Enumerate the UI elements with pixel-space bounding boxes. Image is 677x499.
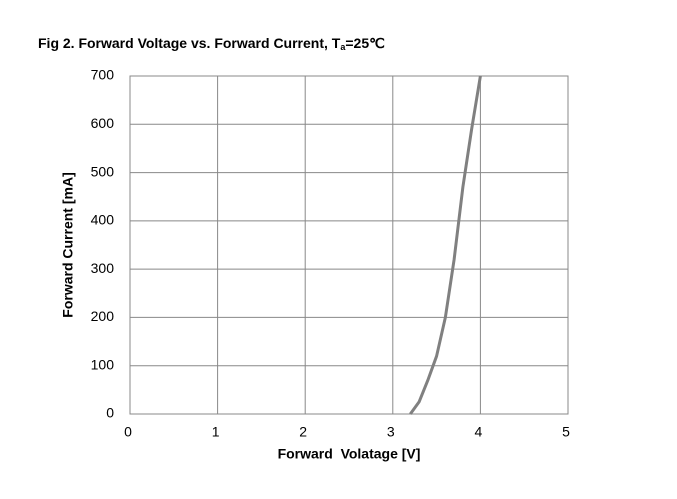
y-tick-label: 700 — [91, 67, 115, 83]
title-main: Fig 2. Forward Voltage vs. Forward Curre… — [38, 35, 341, 51]
x-tick-label: 1 — [212, 424, 220, 440]
x-tick-label: 4 — [475, 424, 483, 440]
y-tick-label: 500 — [91, 163, 115, 179]
y-axis-label: Forward Current [mA] — [60, 172, 76, 317]
data-line — [409, 75, 482, 415]
x-axis-label: Forward Volatage [V] — [278, 446, 421, 462]
y-tick-label: 0 — [106, 405, 114, 421]
x-tick-label: 0 — [124, 424, 132, 440]
title-suffix: =25℃ — [345, 35, 385, 51]
plot-border — [129, 75, 569, 415]
y-tick-label: 100 — [91, 356, 115, 372]
x-tick-label: 5 — [562, 424, 570, 440]
chart-title: Fig 2. Forward Voltage vs. Forward Curre… — [38, 35, 385, 53]
y-tick-label: 200 — [91, 308, 115, 324]
x-tick-label: 3 — [387, 424, 395, 440]
title-subscript: a — [340, 42, 346, 52]
y-tick-label: 600 — [91, 115, 115, 131]
y-tick-label: 400 — [91, 212, 115, 228]
x-tick-label: 2 — [299, 424, 307, 440]
y-tick-label: 300 — [91, 260, 115, 276]
